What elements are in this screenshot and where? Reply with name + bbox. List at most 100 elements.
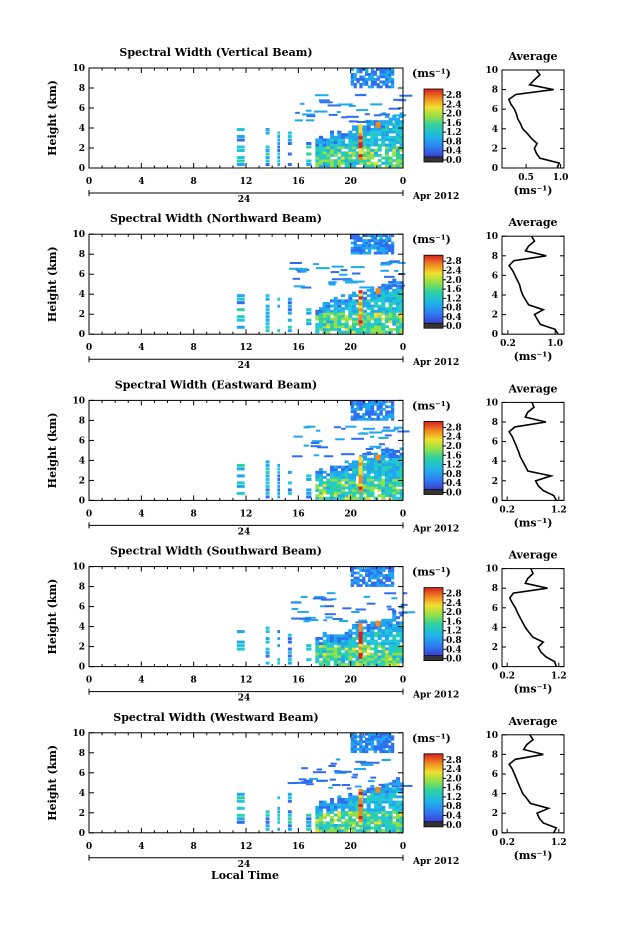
heatmap-cell bbox=[326, 330, 331, 334]
heatmap-cell bbox=[367, 737, 372, 741]
heatmap-cell bbox=[373, 302, 379, 305]
heatmap-cell bbox=[362, 811, 368, 814]
heatmap-cell bbox=[366, 315, 371, 318]
heatmap-cell bbox=[388, 473, 393, 477]
heatmap-cell bbox=[373, 312, 379, 316]
heatmap-cell bbox=[370, 737, 375, 741]
heatmap-cell bbox=[348, 309, 353, 313]
heatmap-cell bbox=[326, 473, 331, 477]
heatmap-cell bbox=[384, 463, 390, 466]
heatmap-cell bbox=[348, 159, 353, 163]
heatmap-cell bbox=[370, 239, 375, 242]
heatmap-cell bbox=[322, 302, 327, 305]
heatmap-cell bbox=[381, 491, 386, 495]
heatmap-cell bbox=[293, 781, 308, 784]
heatmap-cell bbox=[359, 491, 364, 495]
heatmap-cell bbox=[384, 821, 390, 825]
heatmap-cell bbox=[350, 75, 354, 79]
heatmap-cell bbox=[329, 798, 335, 801]
heatmap-cell bbox=[344, 143, 349, 147]
heatmap-cell bbox=[370, 637, 375, 640]
heatmap-cell bbox=[344, 164, 349, 168]
heatmap-cell bbox=[362, 415, 366, 419]
heatmap-cell bbox=[277, 495, 281, 499]
heatmap-cell bbox=[350, 569, 354, 572]
heatmap-cell bbox=[365, 566, 369, 570]
colorbar-tick-label: 1.2 bbox=[446, 294, 462, 304]
heatmap-cell bbox=[359, 747, 363, 751]
heatmap-cell bbox=[390, 244, 395, 247]
heatmap-cell bbox=[381, 465, 386, 469]
heatmap-cell bbox=[287, 651, 292, 655]
heatmap-cell bbox=[395, 302, 400, 305]
heatmap-cell bbox=[329, 476, 335, 479]
heatmap-cell bbox=[366, 660, 371, 664]
average-y-tick-label: 10 bbox=[485, 398, 498, 408]
heatmap-cell bbox=[362, 465, 368, 469]
heatmap-cell bbox=[387, 608, 395, 611]
heatmap-cell bbox=[379, 747, 383, 751]
heatmap-cell bbox=[377, 159, 382, 163]
heatmap-cell bbox=[395, 650, 400, 653]
heatmap-cell bbox=[315, 94, 329, 97]
heatmap-cell bbox=[315, 496, 320, 500]
heatmap-cell bbox=[329, 634, 335, 638]
average-y-tick-label: 4 bbox=[492, 125, 498, 135]
heatmap-cell bbox=[388, 481, 393, 485]
heatmap-cell bbox=[351, 660, 357, 664]
heatmap-cell bbox=[344, 330, 349, 334]
heatmap-cell bbox=[376, 732, 380, 736]
average-x-label: (ms⁻¹) bbox=[514, 184, 553, 197]
heatmap-cell bbox=[351, 322, 357, 326]
colorbar-unit: (ms⁻¹) bbox=[412, 233, 451, 246]
heatmap-cell bbox=[326, 154, 331, 157]
heatmap-cell bbox=[384, 325, 390, 329]
heatmap-cell bbox=[358, 803, 363, 807]
heatmap-cell bbox=[315, 470, 320, 474]
heatmap-cell bbox=[344, 805, 349, 809]
heatmap-cell bbox=[310, 445, 322, 448]
heatmap-cell bbox=[359, 735, 363, 739]
heatmap-cell bbox=[351, 776, 358, 779]
heatmap-cell bbox=[388, 468, 393, 472]
heatmap-cell bbox=[388, 161, 393, 165]
heatmap-cell bbox=[315, 813, 320, 817]
heatmap-cell bbox=[333, 663, 338, 666]
heatmap-cell bbox=[370, 296, 375, 300]
colorbar-tick-label: 2.0 bbox=[446, 442, 462, 452]
heatmap-cell bbox=[348, 148, 353, 152]
heatmap-cell bbox=[353, 576, 357, 580]
heatmap-cell bbox=[353, 249, 357, 252]
heatmap-cell bbox=[319, 811, 324, 814]
heatmap-cell bbox=[362, 143, 368, 147]
heatmap-cell bbox=[366, 322, 371, 326]
average-y-tick-label: 0 bbox=[492, 829, 498, 839]
heatmap-cell bbox=[236, 813, 245, 817]
heatmap-cell bbox=[392, 151, 397, 155]
heatmap-cell bbox=[386, 605, 392, 608]
average-frame bbox=[501, 235, 565, 335]
heatmap-cell bbox=[399, 790, 404, 794]
heatmap-cell bbox=[370, 328, 375, 331]
heatmap-cell bbox=[392, 117, 397, 121]
heatmap-cell bbox=[326, 315, 331, 318]
heatmap-cell bbox=[395, 777, 400, 781]
heatmap-cell bbox=[382, 407, 386, 411]
heatmap-cell bbox=[379, 745, 383, 749]
heatmap-cell bbox=[356, 109, 369, 112]
heatmap-cell bbox=[363, 427, 376, 430]
heatmap-cell bbox=[326, 639, 331, 643]
heatmap-cell bbox=[390, 241, 395, 245]
heatmap-cell bbox=[359, 494, 364, 498]
heatmap-cell bbox=[351, 637, 357, 640]
heatmap-cell bbox=[322, 489, 327, 492]
heatmap-cell bbox=[344, 281, 358, 284]
heatmap-cell bbox=[337, 317, 342, 321]
heatmap-cell bbox=[359, 740, 363, 744]
heatmap-cell bbox=[344, 473, 349, 477]
heatmap-cell bbox=[370, 294, 375, 298]
heatmap-cell bbox=[367, 244, 372, 247]
heatmap-cell bbox=[326, 647, 331, 651]
heatmap-cell bbox=[390, 402, 395, 406]
heatmap-cell bbox=[366, 328, 371, 331]
